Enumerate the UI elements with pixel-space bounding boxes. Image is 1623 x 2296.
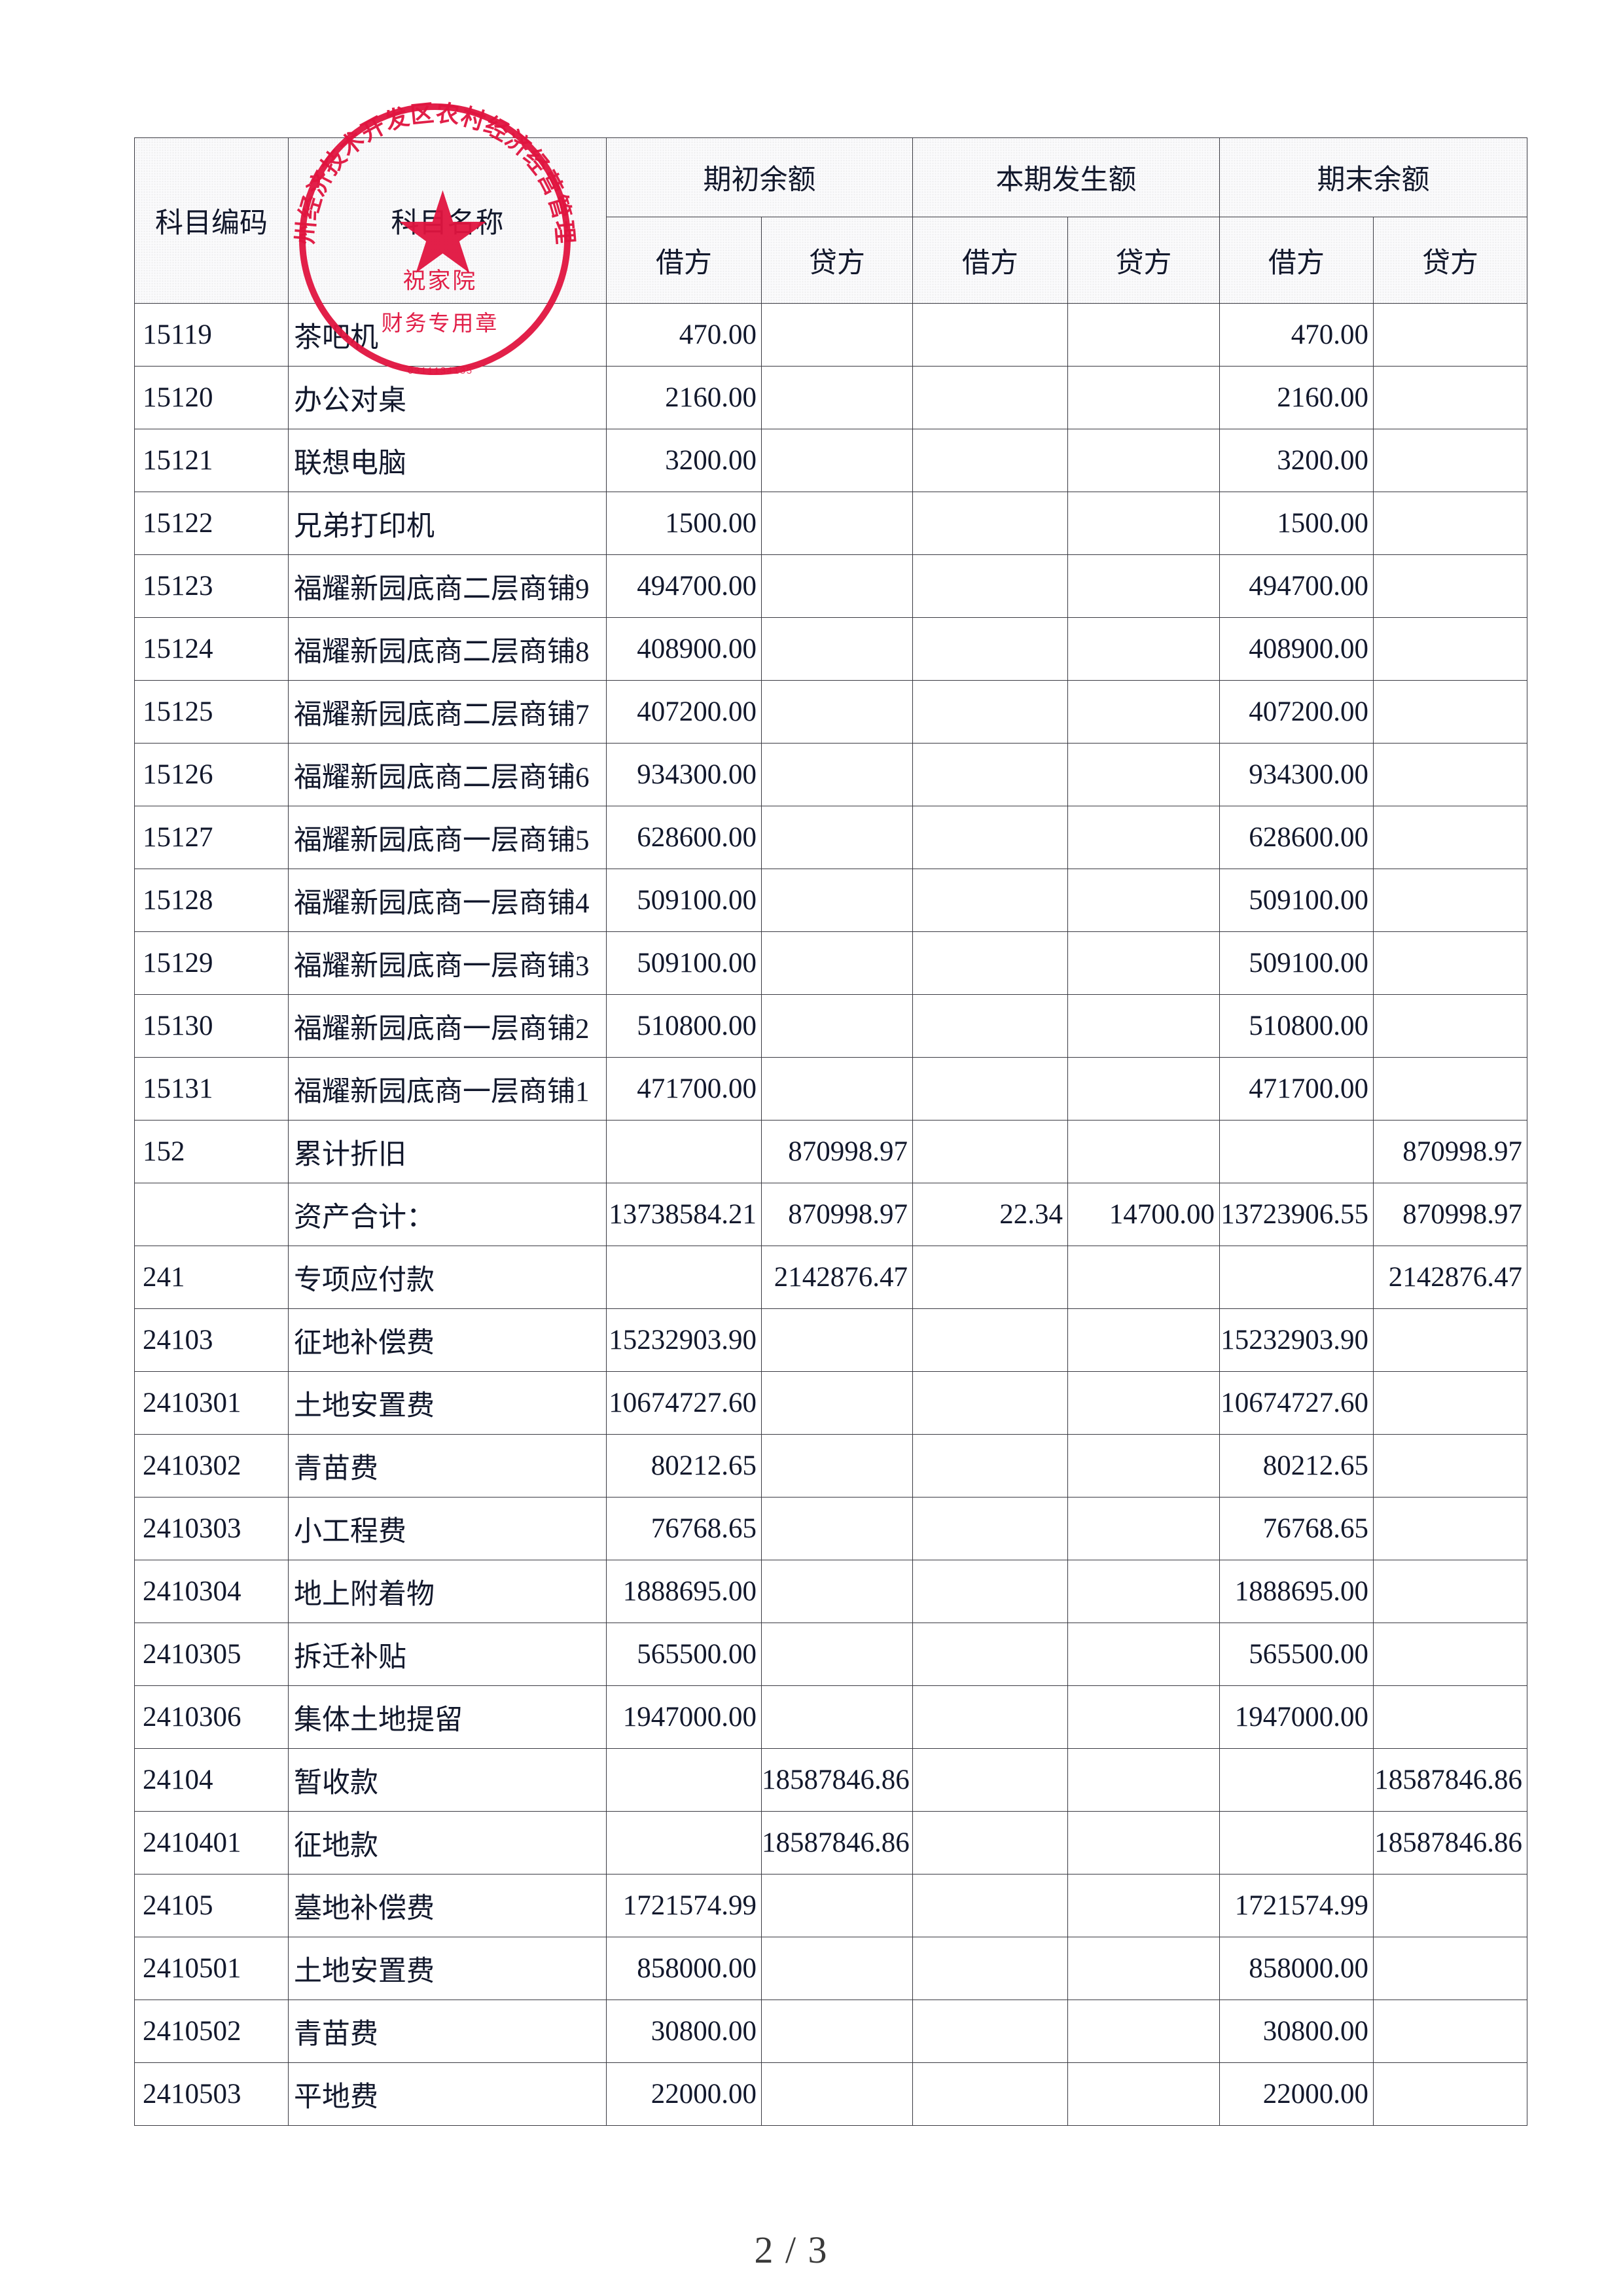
svg-text:财务专用章: 财务专用章 [382,311,499,335]
svg-text:祝家院: 祝家院 [403,268,478,293]
svg-text:怀州经济技术开发区农村经济经营管理站: 怀州经济技术开发区农村经济经营管理站 [282,77,579,245]
svg-text:0311134135: 0311134135 [408,367,473,377]
